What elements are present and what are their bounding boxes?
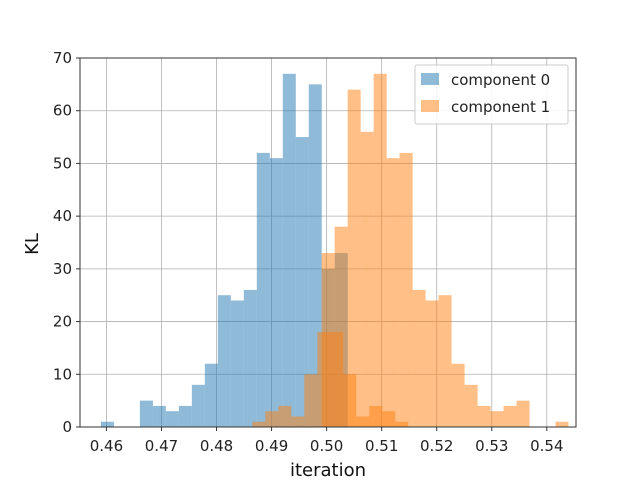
bar-series-2-bin-1: [334, 226, 348, 427]
legend: component 0 component 1: [414, 64, 569, 125]
x-tick-label-6: 0.52: [420, 437, 453, 455]
legend-label-component-1: component 1: [451, 98, 550, 116]
y-tick-label-5: 50: [53, 154, 72, 172]
bar-series-0-bin-15: [295, 137, 309, 428]
bar-series-2-bin-8: [425, 300, 439, 427]
bar-series-2-bin-3: [360, 131, 374, 428]
bar-series-2-bin-7: [412, 289, 426, 427]
y-axis-ticks: 0 10 20 30 40 50 60 70: [53, 49, 80, 436]
x-tick-label-8: 0.54: [530, 437, 563, 455]
y-tick-label-2: 20: [53, 313, 72, 331]
bar-series-2-bin-6: [399, 152, 413, 427]
bar-series-0-bin-9: [217, 295, 231, 427]
bar-series-0-bin-6: [178, 405, 192, 427]
bar-series-0-bin-0: [100, 421, 114, 427]
legend-swatch-component-1: [421, 100, 439, 112]
x-axis-label: iteration: [290, 460, 366, 480]
bar-series-0-bin-14: [282, 73, 296, 428]
x-tick-label-3: 0.49: [255, 437, 288, 455]
bar-series-1-bin-3: [291, 416, 305, 427]
y-tick-label-1: 10: [53, 365, 72, 383]
y-tick-label-3: 30: [53, 260, 72, 278]
y-axis-label: KL: [22, 233, 43, 255]
x-tick-label-5: 0.51: [365, 437, 398, 455]
bar-series-2-bin-9: [438, 295, 452, 427]
bar-series-2-bin-0: [321, 253, 335, 427]
bar-series-2-bin-10: [451, 363, 465, 427]
bar-series-2-bin-11: [464, 384, 478, 427]
y-tick-label-0: 0: [62, 418, 72, 436]
bar-series-1-bin-2: [278, 405, 292, 427]
x-axis-ticks: 0.46 0.47 0.48 0.49 0.50 0.51 0.52 0.53 0.54: [90, 427, 564, 455]
legend-box: [414, 64, 569, 125]
y-tick-label-7: 70: [53, 49, 72, 67]
bar-series-2-bin-4: [373, 73, 387, 428]
legend-label-component-0: component 0: [451, 71, 550, 89]
bar-series-0-bin-11: [243, 289, 257, 427]
bar-series-2-bin-5: [386, 158, 400, 427]
x-tick-label-1: 0.47: [145, 437, 178, 455]
bar-series-2-bin-13: [490, 411, 504, 427]
bar-series-2-bin-18: [555, 421, 569, 427]
bar-series-1-bin-0: [252, 421, 266, 427]
bar-series-0-bin-10: [230, 300, 244, 427]
plot-frame: [79, 57, 577, 428]
bar-series-2-bin-14: [503, 405, 517, 427]
bars-group: [100, 73, 569, 428]
bar-series-1-bin-4: [304, 374, 318, 427]
bar-series-2-bin-2: [347, 89, 361, 427]
bar-series-1-bin-1: [265, 411, 279, 427]
legend-swatch-component-0: [421, 73, 439, 85]
bar-series-0-bin-13: [269, 158, 283, 427]
x-tick-label-7: 0.53: [475, 437, 508, 455]
y-tick-label-6: 60: [53, 102, 72, 120]
bar-series-0-bin-5: [165, 411, 179, 427]
bar-series-0-bin-4: [152, 405, 166, 427]
bar-series-2-bin-12: [477, 405, 491, 427]
x-tick-label-0: 0.46: [90, 437, 123, 455]
bar-series-0-bin-8: [204, 363, 218, 427]
x-tick-label-4: 0.50: [310, 437, 343, 455]
bar-series-0-bin-7: [191, 384, 205, 427]
bar-series-2-bin-15: [516, 400, 530, 427]
x-tick-label-2: 0.48: [200, 437, 233, 455]
bar-series-0-bin-12: [256, 152, 270, 427]
bar-series-0-bin-3: [139, 400, 153, 427]
y-tick-label-4: 40: [53, 207, 72, 225]
